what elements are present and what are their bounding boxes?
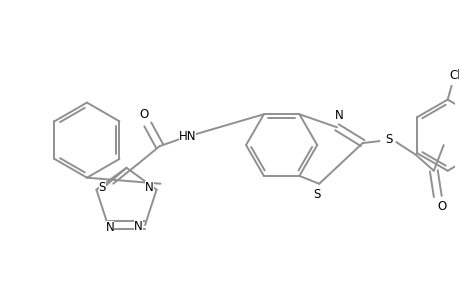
Text: Cl: Cl — [449, 69, 459, 82]
Text: N: N — [145, 181, 154, 194]
Text: O: O — [436, 200, 445, 213]
Text: S: S — [385, 133, 392, 146]
Text: HN: HN — [178, 130, 196, 143]
Text: N: N — [105, 221, 114, 235]
Text: S: S — [98, 181, 106, 194]
Text: S: S — [313, 188, 320, 201]
Text: N: N — [334, 109, 342, 122]
Text: N: N — [134, 220, 142, 233]
Text: O: O — [139, 108, 148, 121]
